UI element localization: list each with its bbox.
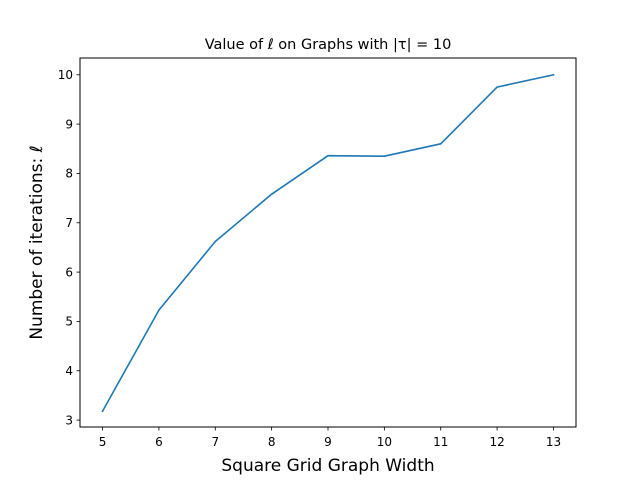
x-tick-label: 9 [324,435,332,449]
x-tick-label: 5 [99,435,107,449]
chart-title: Value of ℓ on Graphs with |τ| = 10 [205,37,452,53]
axes-background [80,58,576,427]
x-tick-label: 8 [268,435,276,449]
data-point [270,193,273,195]
y-axis-ticks: 3 4 5 6 7 8 9 10 [58,68,80,427]
data-point [327,154,329,157]
x-axis-ticks: 5 6 7 8 9 10 11 12 13 [99,427,561,449]
y-tick-label: 9 [65,117,73,131]
data-point [101,410,104,413]
y-tick-label: 6 [65,265,73,279]
data-point [383,155,386,157]
y-tick-label: 8 [65,167,73,181]
x-tick-label: 10 [377,435,392,449]
y-tick-label: 3 [65,413,73,427]
y-tick-label: 7 [65,216,73,230]
x-tick-label: 11 [433,435,448,449]
data-point [439,143,442,145]
y-tick-label: 5 [65,315,73,329]
x-axis-label: Square Grid Graph Width [221,456,434,476]
plot-area: 5 6 7 8 9 10 11 12 13 3 4 5 6 7 8 9 10 [58,57,577,449]
data-point [496,86,498,88]
data-point [552,73,555,76]
y-tick-label: 10 [58,68,73,82]
x-tick-label: 6 [155,435,163,449]
axes-frame [79,57,577,428]
series-layer [101,73,555,413]
y-tick-label: 4 [65,364,73,378]
data-point [214,240,217,243]
x-tick-label: 13 [546,435,561,449]
x-tick-label: 12 [489,435,504,449]
data-point [158,309,160,311]
x-tick-label: 7 [211,435,219,449]
y-axis-label: Number of iterations: ℓ [27,145,47,339]
